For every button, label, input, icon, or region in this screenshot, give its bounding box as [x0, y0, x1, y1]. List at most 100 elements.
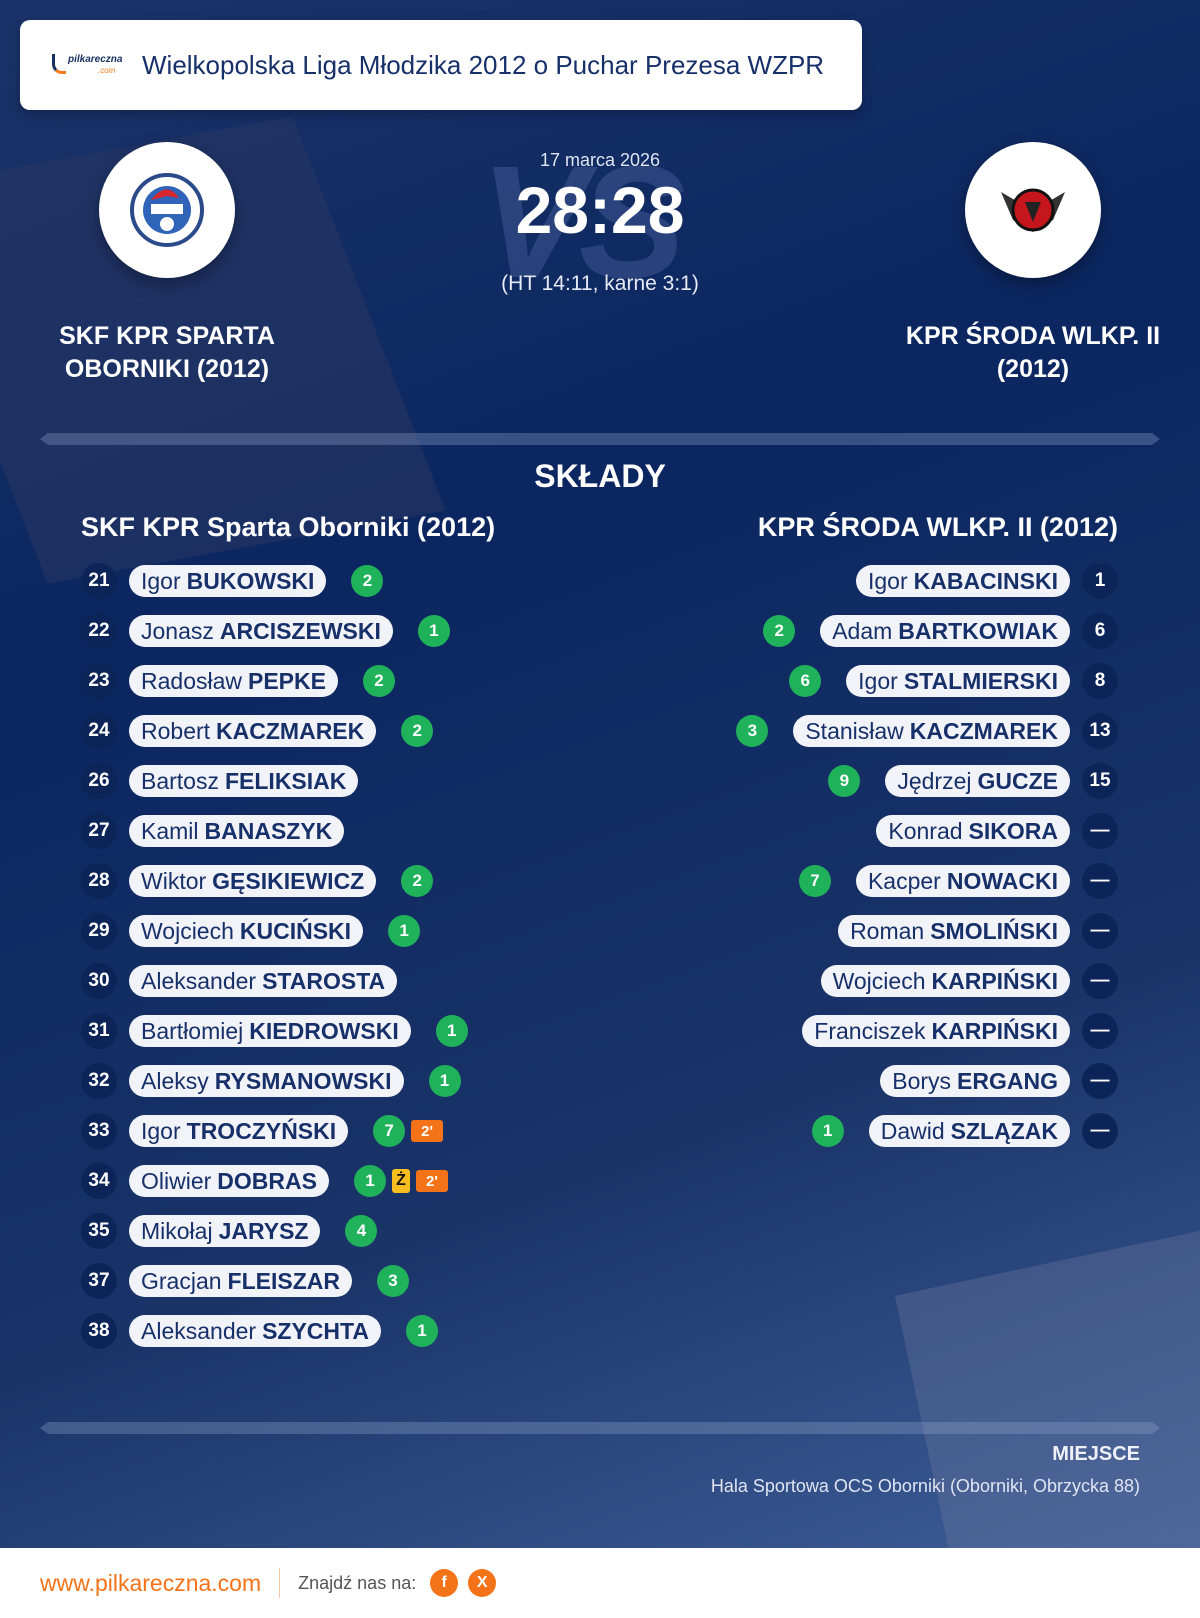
player-row: 37 Gracjan FLEISZAR 3 — [0, 1256, 468, 1306]
player-first-name: Wojciech — [832, 967, 926, 994]
venue-value: Hala Sportowa OCS Oborniki (Oborniki, Ob… — [710, 1476, 1140, 1496]
player-name[interactable]: Wojciech KARPIŃSKI — [820, 965, 1070, 997]
player-last-name: DOBRAS — [217, 1167, 317, 1194]
goals-badge: 9 — [828, 765, 861, 797]
player-name[interactable]: Bartłomiej KIEDROWSKI — [129, 1015, 411, 1047]
player-first-name: Aleksander — [141, 1317, 257, 1344]
player-last-name: BANASZYK — [204, 817, 333, 844]
player-name[interactable]: Mikołaj JARYSZ — [129, 1215, 321, 1247]
player-row: 31 Bartłomiej KIEDROWSKI 1 — [0, 1006, 468, 1056]
player-first-name: Wojciech — [141, 917, 234, 944]
home-lineup: 21 Igor BUKOWSKI 2 22 Jonasz ARCISZEWSKI 1 23 Rad… — [0, 556, 468, 1356]
shirt-number: 37 — [81, 1263, 117, 1299]
suspension-badge: 2' — [415, 1170, 448, 1192]
shirt-number: 34 — [81, 1163, 117, 1199]
separator — [279, 1568, 281, 1598]
shirt-number: 8 — [1082, 663, 1118, 699]
player-name[interactable]: Oliwier DOBRAS — [129, 1165, 329, 1197]
goals-badge: 3 — [736, 715, 769, 747]
player-first-name: Jonasz — [141, 617, 214, 644]
home-crest[interactable] — [99, 142, 235, 278]
player-name[interactable]: Roman SMOLIŃSKI — [838, 915, 1070, 947]
player-first-name: Franciszek — [814, 1017, 926, 1044]
player-last-name: FLEISZAR — [227, 1267, 340, 1294]
goals-badge: 2 — [362, 665, 395, 697]
player-name[interactable]: Aleksy RYSMANOWSKI — [129, 1065, 404, 1097]
player-name[interactable]: Igor BUKOWSKI — [129, 565, 327, 597]
facebook-icon[interactable]: f — [430, 1569, 459, 1597]
player-row: 21 Igor BUKOWSKI 2 — [0, 556, 468, 606]
player-first-name: Radosław — [141, 667, 242, 694]
player-name[interactable]: Borys ERGANG — [880, 1065, 1070, 1097]
player-row: 29 Wojciech KUCIŃSKI 1 — [0, 906, 468, 956]
shirt-number: 35 — [81, 1213, 117, 1249]
player-last-name: STALMIERSKI — [903, 667, 1058, 694]
player-name[interactable]: Dawid SZLĄZAK — [868, 1115, 1070, 1147]
player-name[interactable]: Jonasz ARCISZEWSKI — [129, 615, 393, 647]
player-row: 33 Igor TROCZYŃSKI 7 2' — [0, 1106, 468, 1156]
shirt-number: 38 — [81, 1313, 117, 1349]
goals-badge: 1 — [353, 1165, 386, 1197]
goals-badge: 2 — [351, 565, 384, 597]
player-first-name: Igor — [141, 567, 181, 594]
shirt-number: 27 — [81, 813, 117, 849]
match-date: 17 marca 2026 — [539, 150, 661, 170]
player-last-name: SIKORA — [968, 817, 1058, 844]
player-last-name: KARPIŃSKI — [931, 1017, 1058, 1044]
goals-badge: 6 — [789, 665, 822, 697]
league-title: Wielkopolska Liga Młodzika 2012 o Puchar… — [142, 49, 825, 80]
player-name[interactable]: Radosław PEPKE — [129, 665, 338, 697]
shirt-number: — — [1082, 1013, 1118, 1049]
player-name[interactable]: Bartosz FELIKSIAK — [129, 765, 359, 797]
player-name[interactable]: Gracjan FLEISZAR — [129, 1265, 352, 1297]
shirt-number: 1 — [1082, 563, 1118, 599]
player-last-name: KACZMAREK — [909, 717, 1058, 744]
player-first-name: Kamil — [141, 817, 199, 844]
player-last-name: SZLĄZAK — [950, 1117, 1058, 1144]
player-name[interactable]: Wojciech KUCIŃSKI — [129, 915, 364, 947]
player-first-name: Roman — [850, 917, 925, 944]
player-name[interactable]: Wiktor GĘSIKIEWICZ — [129, 865, 377, 897]
yellow-card-badge: Ż — [391, 1169, 410, 1193]
player-name[interactable]: Igor KABACINSKI — [855, 565, 1070, 597]
goals-badge: 1 — [435, 1015, 468, 1047]
player-row: 6 Igor STALMIERSKI 8 — [736, 656, 1118, 706]
shirt-number: — — [1082, 863, 1118, 899]
player-name[interactable]: Jędrzej GUCZE — [885, 765, 1070, 797]
player-name[interactable]: Stanisław KACZMAREK — [793, 715, 1070, 747]
site-link[interactable]: www.pilkareczna.com — [40, 1569, 262, 1596]
player-last-name: ERGANG — [957, 1067, 1058, 1094]
away-crest[interactable] — [965, 142, 1101, 278]
player-name[interactable]: Kamil BANASZYK — [129, 815, 345, 847]
player-name[interactable]: Adam BARTKOWIAK — [820, 615, 1070, 647]
venue-label: MIEJSCE — [1052, 1443, 1140, 1465]
x-icon[interactable]: X — [468, 1569, 497, 1597]
goals-badge: 2 — [763, 615, 796, 647]
goals-badge: 2 — [401, 865, 434, 897]
player-name[interactable]: Konrad SIKORA — [876, 815, 1070, 847]
player-last-name: NOWACKI — [946, 867, 1058, 894]
home-team-name[interactable]: SKF KPR SPARTA OBORNIKI (2012) — [59, 322, 275, 383]
away-team-name[interactable]: KPR ŚRODA WLKP. II (2012) — [905, 322, 1161, 383]
player-last-name: GUCZE — [977, 767, 1059, 794]
player-name[interactable]: Aleksander SZYCHTA — [129, 1315, 381, 1347]
player-name[interactable]: Robert KACZMAREK — [129, 715, 377, 747]
divider — [40, 1422, 1160, 1434]
find-us-label: Znajdź nas na: — [298, 1572, 417, 1593]
player-name[interactable]: Igor STALMIERSKI — [846, 665, 1070, 697]
player-first-name: Borys — [892, 1067, 952, 1094]
goals-badge: 1 — [405, 1315, 438, 1347]
player-row: 22 Jonasz ARCISZEWSKI 1 — [0, 606, 468, 656]
shirt-number: 26 — [81, 763, 117, 799]
player-name[interactable]: Igor TROCZYŃSKI — [129, 1115, 349, 1147]
player-row: 24 Robert KACZMAREK 2 — [0, 706, 468, 756]
player-first-name: Bartłomiej — [141, 1017, 244, 1044]
lineups-title: SKŁADY — [534, 458, 666, 494]
goals-badge: 1 — [811, 1115, 844, 1147]
site-logo[interactable]: pilkareczna .com — [50, 50, 130, 80]
player-name[interactable]: Kacper NOWACKI — [855, 865, 1070, 897]
player-first-name: Mikołaj — [141, 1217, 213, 1244]
player-name[interactable]: Aleksander STAROSTA — [129, 965, 398, 997]
player-name[interactable]: Franciszek KARPIŃSKI — [802, 1015, 1070, 1047]
shirt-number: 29 — [81, 913, 117, 949]
